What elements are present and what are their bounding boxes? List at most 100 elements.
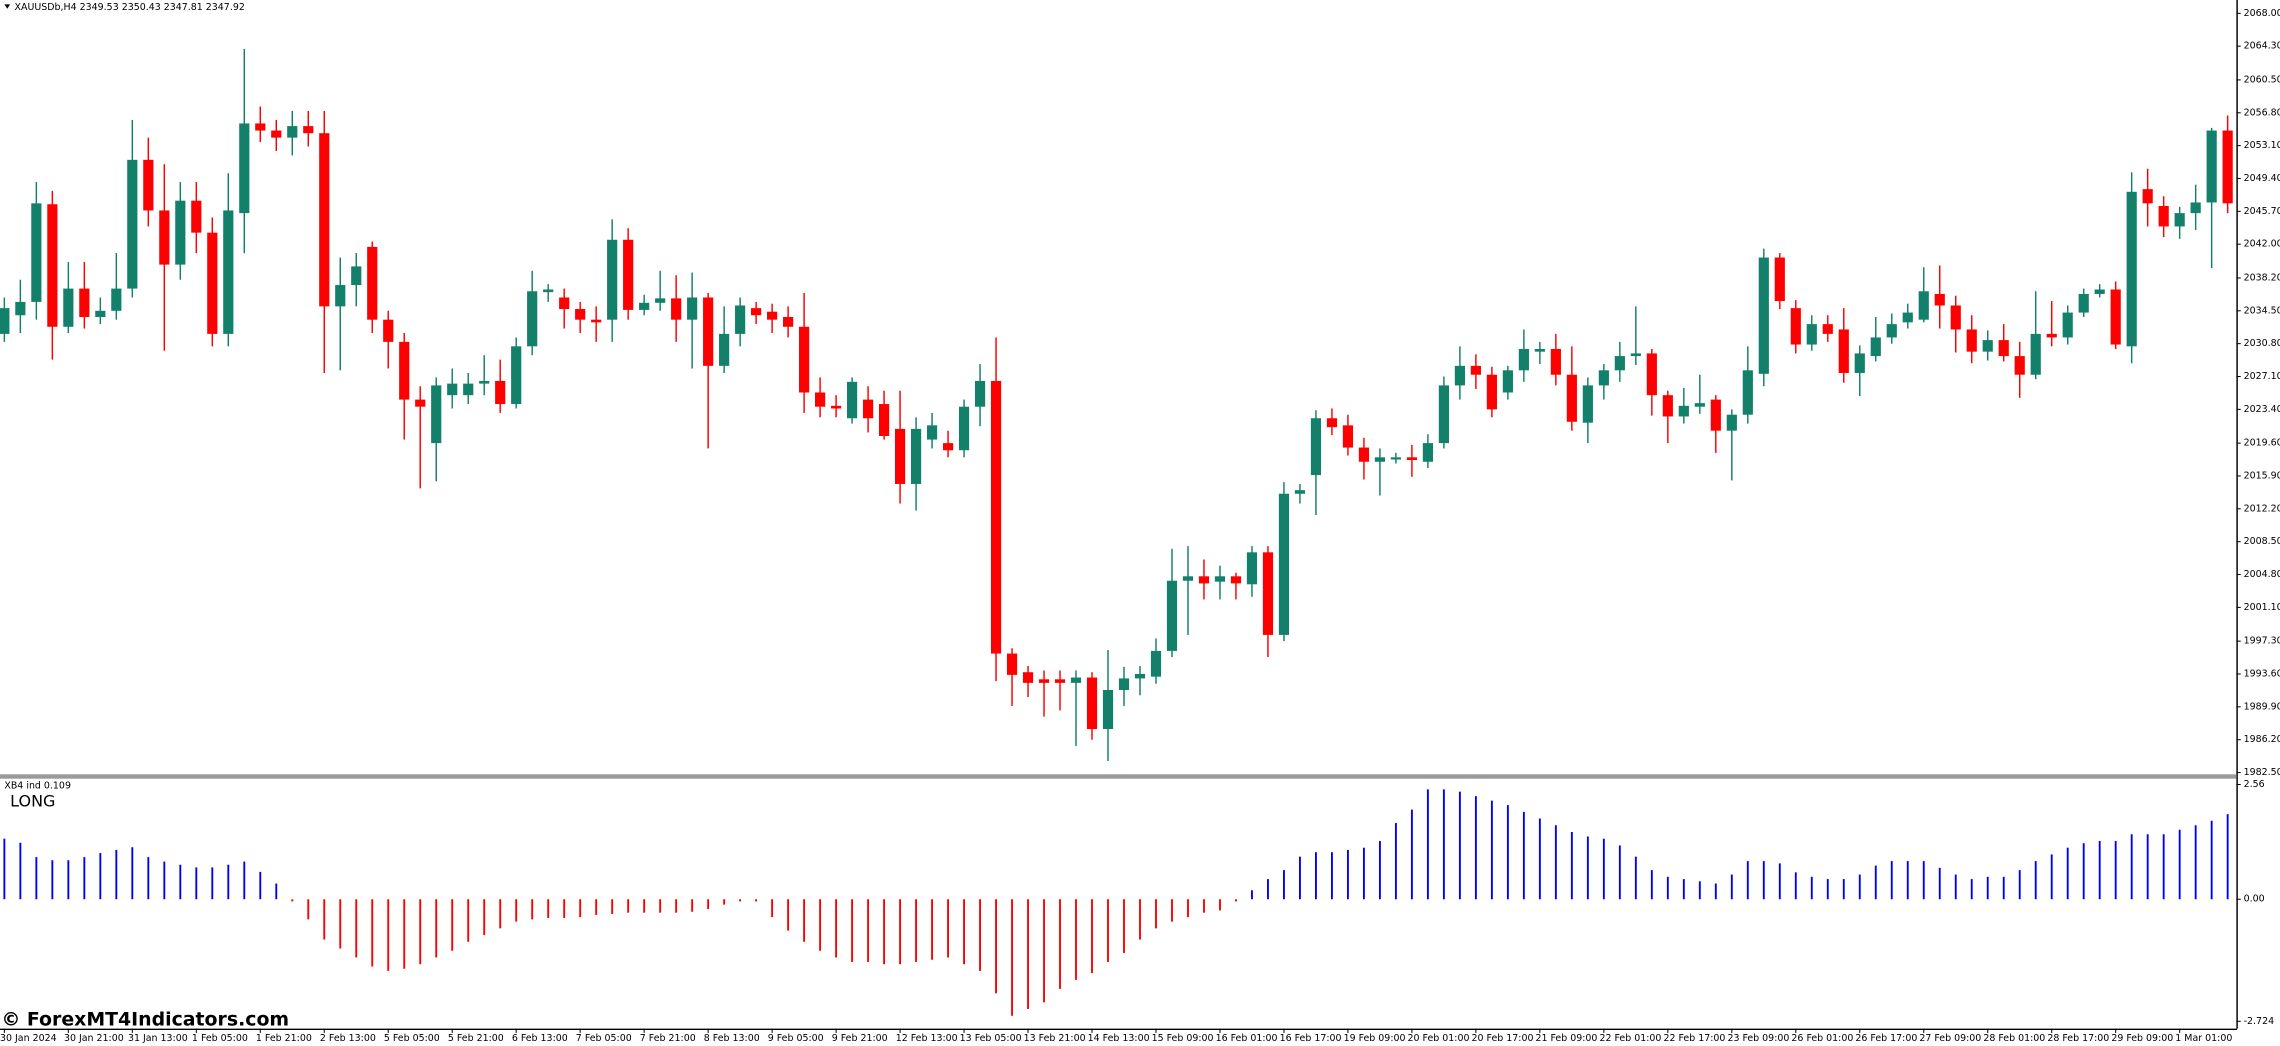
candle-body (2030, 333, 2041, 375)
watermark: © ForexMT4Indicators.com (1, 1008, 289, 1030)
candle-body (223, 210, 234, 334)
candle-body (143, 159, 154, 211)
candle-body (639, 302, 650, 310)
candle-body (655, 298, 666, 303)
x-tick-label: 9 Feb 05:00 (768, 1033, 824, 1044)
candle-body (2110, 289, 2121, 345)
candle-body (831, 405, 842, 409)
x-tick-label: 1 Mar 01:00 (2175, 1033, 2232, 1044)
candle-body (1566, 374, 1577, 422)
candle-body (463, 383, 474, 396)
symbol-header: XAUUSDb,H4 2349.53 2350.43 2347.81 2347.… (15, 2, 245, 13)
y-tick-label: 2060.50 (2244, 74, 2280, 85)
candle-body (2078, 293, 2089, 313)
signal-label: LONG (10, 791, 55, 810)
candle-body (1630, 353, 1641, 357)
y-tick-label: 2012.20 (2244, 503, 2280, 514)
y-tick-label: 2004.80 (2244, 569, 2280, 580)
x-tick-label: 8 Feb 13:00 (704, 1033, 760, 1044)
x-tick-label: 28 Feb 17:00 (2047, 1033, 2109, 1044)
x-tick-label: 6 Feb 13:00 (512, 1033, 568, 1044)
candle-body (1134, 673, 1146, 679)
y-tick-label: 2030.80 (2244, 338, 2280, 349)
candle-body (527, 291, 538, 347)
y-tick-label: 2053.10 (2244, 140, 2280, 151)
y-tick-label: 2049.40 (2244, 173, 2280, 184)
x-tick-label: 7 Feb 21:00 (640, 1033, 696, 1044)
candle-body (1614, 356, 1625, 371)
x-tick-label: 28 Feb 01:00 (1983, 1033, 2045, 1044)
candle-body (1006, 653, 1018, 675)
candle-body (1118, 678, 1130, 690)
y-tick-label: 2068.00 (2244, 8, 2280, 19)
candle-body (926, 425, 938, 440)
candle-body (1086, 677, 1098, 730)
y-tick-label: 2019.60 (2244, 438, 2280, 449)
y-tick-label: 1989.90 (2244, 701, 2280, 712)
candle-body (1662, 395, 1673, 417)
x-tick-label: 9 Feb 21:00 (832, 1033, 888, 1044)
y-tick-label: 2045.70 (2244, 206, 2280, 217)
candle-body (2062, 312, 2073, 338)
x-tick-label: 29 Feb 09:00 (2111, 1033, 2173, 1044)
candle-body (1406, 457, 1418, 460)
candle-body (2142, 189, 2153, 204)
x-tick-label: 26 Feb 01:00 (1791, 1033, 1853, 1044)
candle-body (159, 210, 170, 265)
x-tick-label: 22 Feb 01:00 (1599, 1033, 1661, 1044)
candle-body (815, 392, 826, 407)
candle-body (31, 203, 42, 302)
candle-body (735, 305, 746, 334)
candle-body (1726, 414, 1737, 431)
candle-body (447, 383, 458, 396)
candle-body (2222, 130, 2233, 204)
x-tick-label: 16 Feb 17:00 (1280, 1033, 1342, 1044)
candle-body (1950, 305, 1961, 330)
candle-body (1806, 324, 1817, 345)
candle-body (1454, 365, 1465, 386)
x-tick-label: 13 Feb 05:00 (960, 1033, 1022, 1044)
y-tick-label: 2027.10 (2244, 371, 2280, 382)
candle-body (1262, 552, 1274, 635)
candle-body (703, 297, 714, 366)
candle-body (1598, 370, 1609, 386)
candle-body (543, 289, 554, 293)
y-tick-label: -2.724 (2244, 1016, 2274, 1027)
collapse-arrow[interactable] (4, 4, 11, 9)
candle-body (335, 285, 346, 307)
y-tick-label: 2023.40 (2244, 404, 2280, 415)
x-tick-label: 13 Feb 21:00 (1024, 1033, 1086, 1044)
x-tick-label: 20 Feb 01:00 (1408, 1033, 1470, 1044)
candle-body (1374, 457, 1386, 462)
candle-body (687, 297, 698, 320)
candle-body (1070, 677, 1082, 683)
candle-body (623, 239, 634, 310)
candle-body (1838, 329, 1849, 373)
candle-body (191, 200, 202, 233)
candle-body (1246, 552, 1258, 585)
y-tick-label: 2001.10 (2244, 602, 2280, 613)
candle-body (511, 346, 522, 405)
candle-body (1214, 576, 1226, 582)
x-tick-label: 12 Feb 13:00 (896, 1033, 958, 1044)
candle-body (1982, 340, 1993, 352)
candle-body (1054, 679, 1066, 683)
candle-body (1294, 490, 1306, 494)
candle-body (1694, 403, 1705, 407)
y-tick-label: 2042.00 (2244, 239, 2280, 250)
candle-body (1742, 370, 1753, 415)
candle-body (1758, 257, 1769, 374)
candle-body (1342, 425, 1354, 448)
candle-body (2126, 191, 2137, 347)
candle-body (1710, 399, 1721, 431)
candle-body (2158, 206, 2169, 227)
candle-body (799, 326, 810, 393)
candle-body (591, 319, 602, 323)
candle-body (111, 288, 122, 311)
x-tick-label: 5 Feb 05:00 (384, 1033, 440, 1044)
x-tick-label: 23 Feb 09:00 (1727, 1033, 1789, 1044)
candle-body (878, 404, 890, 437)
